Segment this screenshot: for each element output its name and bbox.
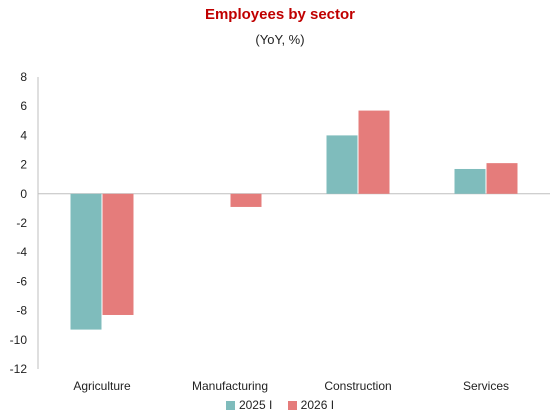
y-tick-label-9: -10 [10,333,28,347]
y-tick-label-10: -12 [10,362,28,376]
bar-agriculture-series-1 [102,193,134,315]
bar-construction-series-0 [326,135,358,194]
x-category-label-0: Agriculture [73,379,131,393]
legend-label-0: 2025 I [238,398,273,412]
label-layer: 8 6 4 2 0 -2 -4 -6 -8 -10 -12 Agriculture Manufactur… [10,70,509,393]
bar-services-series-0 [454,168,486,194]
legend-item-0: 2025 I [225,398,273,412]
y-tick-label-6: -4 [16,245,27,259]
chart-subtitle: (YoY, %) [255,32,305,47]
y-tick-label-8: -8 [16,304,27,318]
x-category-label-2: Construction [324,379,391,393]
y-tick-label-4: 0 [20,187,27,201]
bar-services-series-1 [486,163,518,194]
bar-construction-series-1 [358,110,390,194]
legend-swatch-0 [225,400,235,410]
y-tick-label-0: 8 [20,70,27,84]
y-tick-label-7: -6 [16,274,27,288]
bar-chart: 8 6 4 2 0 -2 -4 -6 -8 -10 -12 Agriculture Manufactur… [10,70,550,393]
chart-title: Employees by sector [204,6,356,23]
bar-agriculture-series-0 [70,193,102,330]
y-tick-label-3: 2 [20,158,27,172]
bar-layer [70,110,518,330]
x-category-label-3: Services [463,379,509,393]
y-tick-label-2: 4 [20,128,27,142]
y-tick-label-1: 6 [20,99,27,113]
legend-swatch-1 [287,400,297,410]
legend-label-1: 2026 I [300,398,335,412]
legend: 2025 I 2026 I [0,398,560,413]
x-category-label-1: Manufacturing [192,379,268,393]
y-tick-label-5: -2 [16,216,27,230]
bar-manufacturing-series-1 [230,193,262,207]
legend-item-1: 2026 I [287,398,335,412]
